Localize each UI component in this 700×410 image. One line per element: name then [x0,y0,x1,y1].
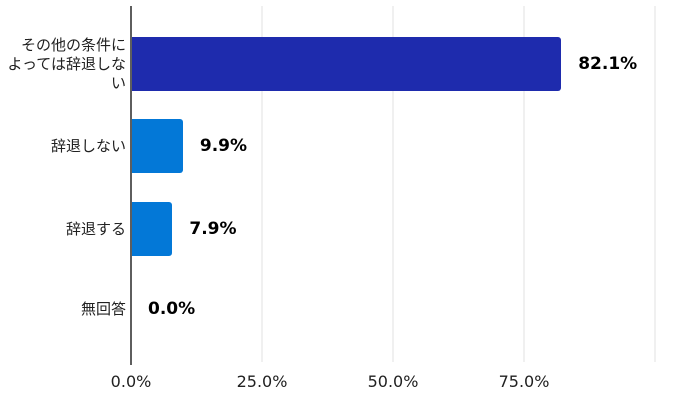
x-axis-tick-label: 25.0% [236,372,288,391]
category-label: 辞退する [65,219,126,238]
category-label: その他の条件に よっては辞退しない [7,35,126,92]
x-axis-tick-label: 75.0% [498,372,550,391]
value-label: 7.9% [189,218,237,239]
value-label: 9.9% [199,135,248,156]
bar-row: 9.9% [131,119,655,173]
category-label: 辞退しない [50,136,126,155]
bar [131,37,562,91]
value-label: 82.1% [578,53,638,74]
plot-area: 82.1% 9.9% 7.9% 0.0% [130,6,656,365]
bar [131,202,173,256]
bar-row: 82.1% [131,37,655,91]
gridline-75 [523,6,525,362]
x-axis-tick-label: 0.0% [110,372,152,391]
bar [131,119,183,173]
gridline-100 [654,6,656,362]
value-label: 0.0% [148,298,196,319]
bar-row: 0.0% [131,282,655,336]
y-axis-line [130,6,132,365]
bar-row: 7.9% [131,202,655,256]
x-axis-tick-label: 50.0% [367,372,419,391]
gridline-50 [392,6,394,362]
gridline-25 [261,6,263,362]
category-label: 無回答 [80,299,126,318]
